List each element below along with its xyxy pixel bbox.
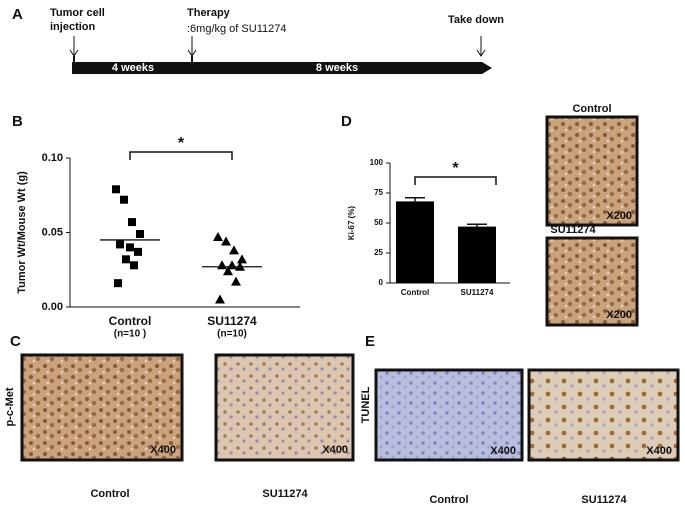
data-point (116, 240, 124, 249)
image-caption: SU11274 (581, 494, 627, 506)
magnification: X400 (646, 445, 672, 457)
category-note: (n=10) (217, 329, 247, 340)
magnification: X200 (606, 309, 632, 321)
data-point (112, 185, 120, 194)
image-caption: Control (572, 103, 611, 115)
data-point (134, 247, 142, 256)
x-tick-label: Control (109, 314, 152, 328)
y-tick-label: 0 (379, 278, 384, 287)
stain-label: TUNEL (360, 386, 372, 423)
image-caption: SU11274 (262, 488, 308, 500)
image-caption: Control (90, 488, 129, 500)
data-point (223, 266, 233, 276)
image-caption: Control (429, 494, 468, 506)
x-tick-label: SU11274 (207, 314, 257, 328)
y-tick-label: 100 (370, 158, 384, 167)
micrograph (545, 236, 639, 327)
y-tick-label: 75 (374, 188, 383, 197)
panel-label: E (365, 333, 375, 350)
data-point (229, 245, 239, 255)
event-label: Therapy (187, 7, 231, 19)
data-point (128, 218, 136, 227)
magnification: X400 (322, 444, 348, 456)
image-caption: SU11274 (550, 224, 596, 236)
significance-label: * (452, 160, 459, 177)
timeline-bar (72, 62, 492, 74)
data-point (221, 236, 231, 246)
y-tick-label: 0.10 (42, 152, 63, 164)
data-point (237, 254, 247, 264)
data-point (231, 276, 241, 286)
event-label: Tumor cell (50, 7, 105, 19)
bar (396, 201, 434, 283)
y-tick-label: 50 (374, 218, 383, 227)
data-point (217, 260, 227, 270)
error-bar (467, 223, 487, 227)
significance-bracket (129, 151, 233, 160)
bar (458, 226, 496, 283)
data-point (136, 229, 144, 238)
y-axis-label: Ki-67 (%) (347, 206, 356, 241)
interval-label: 4 weeks (112, 62, 154, 74)
micrograph (20, 353, 184, 462)
event-detail: :6mg/kg of SU11274 (187, 23, 286, 35)
data-point (215, 294, 225, 304)
data-point (130, 261, 138, 270)
magnification: X400 (490, 445, 516, 457)
panel-e: E TUNEL X400 X400 Control SU11274 (360, 333, 680, 506)
significance-label: * (178, 135, 185, 152)
data-point (120, 195, 128, 204)
panel-label: A (12, 6, 23, 23)
y-tick-label: 25 (374, 248, 383, 257)
event-label: injection (50, 21, 96, 33)
panel-a: A Tumor cell injection Therapy :6mg/kg o… (12, 6, 504, 74)
category-note: (n=10 ) (114, 329, 147, 340)
timeline-ticks (73, 56, 193, 74)
significance-bracket (414, 176, 497, 185)
panel-c: C p-c-Met X400 X400 Control SU11274 (4, 333, 355, 500)
data-point (213, 231, 223, 241)
data-point (126, 243, 134, 252)
data-point (114, 279, 122, 288)
y-tick-label: 0.00 (42, 301, 63, 313)
panel-label: B (12, 113, 23, 130)
micrograph (374, 368, 524, 462)
micrograph (214, 353, 355, 462)
magnification: X400 (150, 444, 176, 456)
y-tick-label: 0.05 (42, 226, 63, 238)
event-label: Take down (448, 14, 504, 26)
y-axis-label: Tumor Wt/Mouse Wt (g) (16, 171, 28, 294)
panel-label: D (341, 113, 352, 130)
data-point (122, 255, 130, 264)
stain-label: p-c-Met (4, 387, 16, 426)
event-arrows (69, 36, 486, 57)
error-bar (405, 197, 425, 202)
interval-label: 8 weeks (316, 62, 358, 74)
magnification: X200 (606, 210, 632, 222)
x-tick-label: Control (401, 288, 429, 297)
panel-label: C (10, 333, 21, 350)
micrograph (545, 115, 639, 227)
panel-d-images: Control X200 SU11274 X200 (545, 103, 639, 327)
micrograph (527, 368, 680, 462)
x-tick-label: SU11274 (461, 288, 494, 297)
